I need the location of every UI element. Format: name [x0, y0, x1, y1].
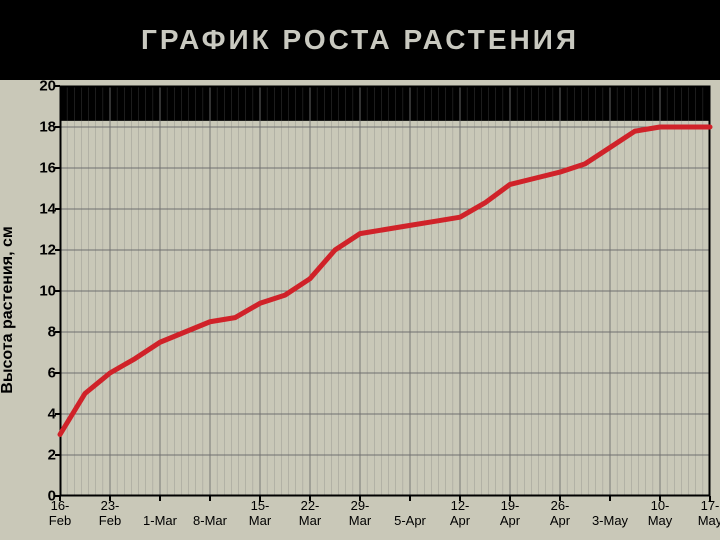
x-tick-label: 10-May [637, 499, 683, 528]
y-tick-label: 10 [0, 283, 56, 300]
title-bar: ГРАФИК РОСТА РАСТЕНИЯ [0, 0, 720, 80]
chart-area: Высота растения, см 02468101214161820 16… [0, 80, 720, 540]
x-tick-label: 16-Feb [37, 499, 83, 528]
y-tick-label: 18 [0, 119, 56, 136]
y-tick-label: 12 [0, 242, 56, 259]
y-tick-label: 8 [0, 324, 56, 341]
plot [60, 86, 710, 496]
y-tick-label: 16 [0, 160, 56, 177]
x-tick-label: 5-Apr [387, 514, 433, 528]
x-tick-label: 19-Apr [487, 499, 533, 528]
x-tick-label: 12-Apr [437, 499, 483, 528]
plot-svg [60, 86, 710, 496]
x-tick-label: 15-Mar [237, 499, 283, 528]
y-tick-label: 6 [0, 365, 56, 382]
x-tick-label: 3-May [587, 514, 633, 528]
y-tick-label: 2 [0, 447, 56, 464]
y-tick-label: 20 [0, 78, 56, 95]
x-tick-label: 22-Mar [287, 499, 333, 528]
chart-title: ГРАФИК РОСТА РАСТЕНИЯ [141, 24, 579, 56]
x-tick-label: 8-Mar [187, 514, 233, 528]
y-tick-label: 4 [0, 406, 56, 423]
x-tick-label: 26-Apr [537, 499, 583, 528]
x-tick-label: 17-May [687, 499, 720, 528]
x-tick-label: 1-Mar [137, 514, 183, 528]
x-tick-label: 23-Feb [87, 499, 133, 528]
x-tick-label: 29-Mar [337, 499, 383, 528]
y-tick-label: 14 [0, 201, 56, 218]
